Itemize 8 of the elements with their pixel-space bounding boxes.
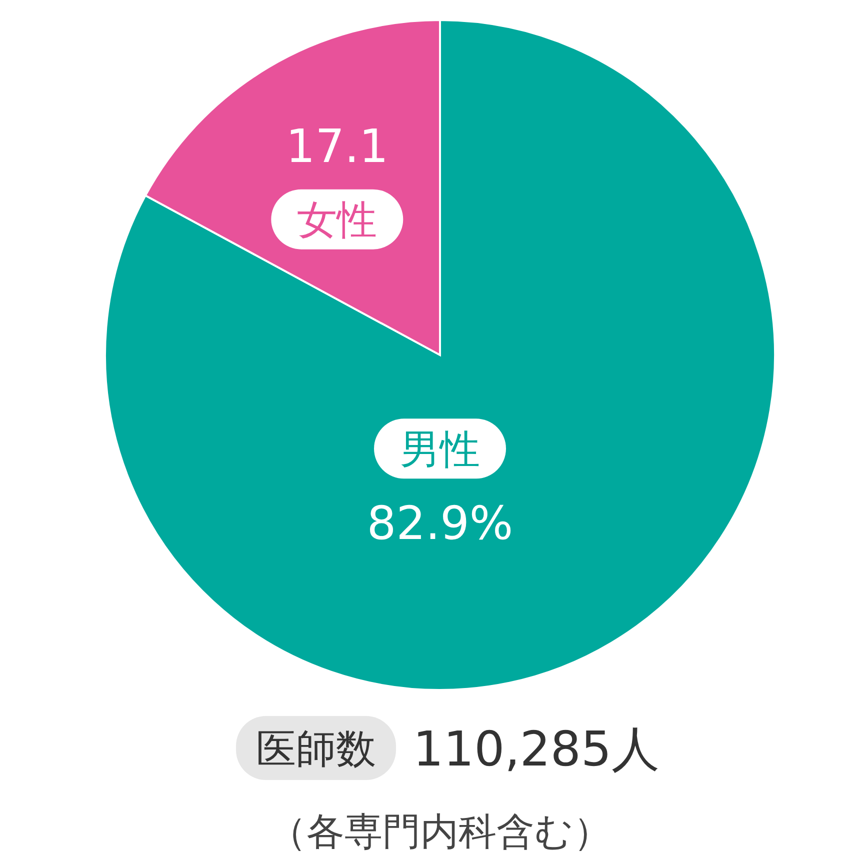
text: （各専門内科含む） <box>268 810 612 854</box>
data-label: 17.1 <box>286 118 388 173</box>
pie-slice <box>104 19 776 691</box>
slice-label: 男性 <box>400 427 480 474</box>
slice-label: 女性 <box>297 198 378 244</box>
text: 医師数 <box>256 726 376 772</box>
text: 110,285人 <box>413 721 660 778</box>
data-label: 82.9% <box>366 496 514 550</box>
